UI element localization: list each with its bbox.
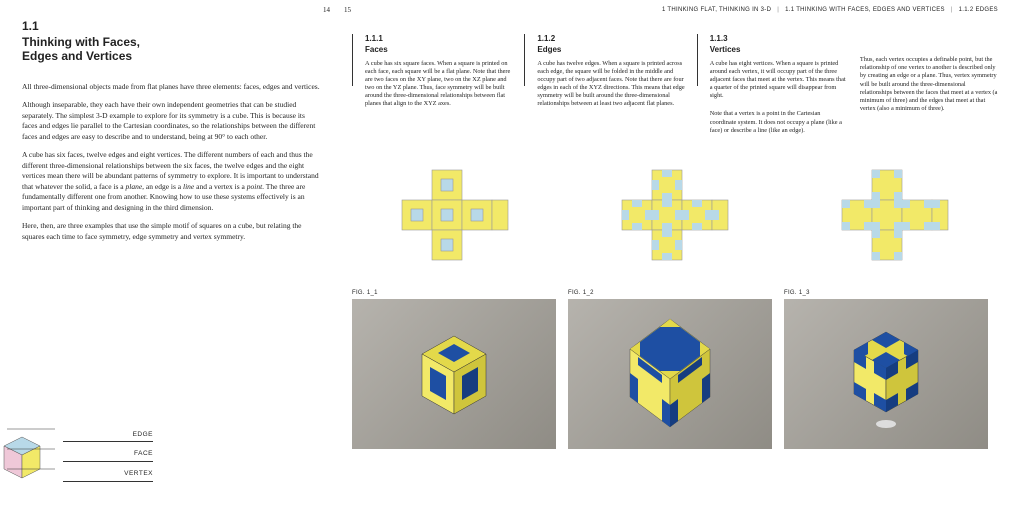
photo-edges-cube [568,299,772,449]
fig-label-3: FIG. 1_3 [784,289,988,297]
subsection-vertices-continued: Thus, each vertex occupies a definable p… [860,34,998,145]
photo-vertices-cube [784,299,988,449]
cube-net-faces [352,151,542,281]
section-title: Thinking with Faces,Edges and Vertices [22,36,320,64]
page-number-right: 15 [344,6,351,15]
photo-faces-cube [352,299,556,449]
cube-net-edges [572,151,762,281]
subsection-vertices: 1.1.3 Vertices A cube has eight vertices… [710,34,848,145]
subsection-edges: 1.1.2 Edges A cube has twelve edges. Whe… [537,34,684,145]
cube-net-vertices [792,151,982,281]
breadcrumb: 1 THINKING FLAT, THINKING IN 3-D| 1.1 TH… [662,6,998,14]
section-number: 1.1 [22,18,320,34]
fig-label-2: FIG. 1_2 [568,289,772,297]
subsection-faces: 1.1.1 Faces A cube has six square faces.… [365,34,512,145]
page-number-left: 14 [323,6,330,15]
fig-label-1: FIG. 1_1 [352,289,556,297]
body-text: All three-dimensional objects made from … [22,82,320,243]
cube-key-diagram: EDGE FACE VERTEX [0,423,153,490]
